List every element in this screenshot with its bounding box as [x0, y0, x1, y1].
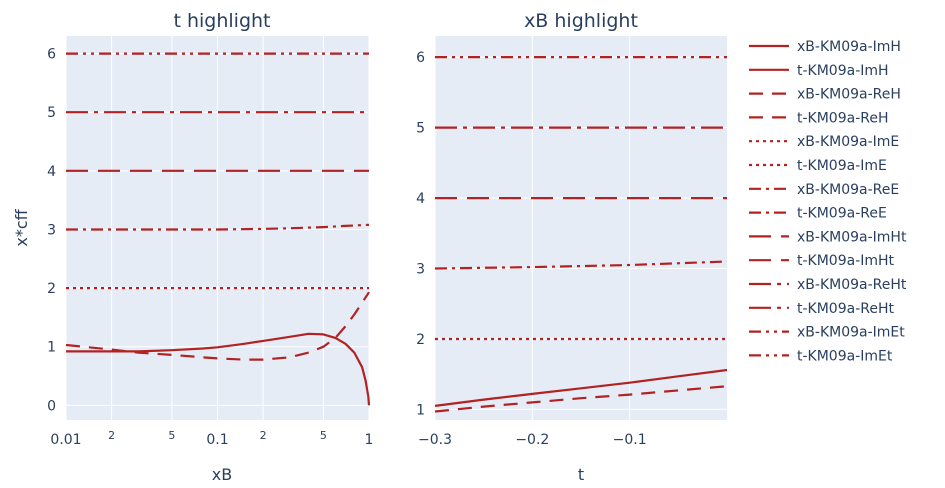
legend-item[interactable]: xB-KM09a-ImE: [749, 134, 899, 150]
legend-item[interactable]: t-KM09a-ReHt: [749, 301, 894, 317]
legend-label: t-KM09a-ReE: [797, 206, 887, 222]
legend-label: t-KM09a-ImE: [797, 158, 887, 174]
y-tick-label: 5: [416, 121, 425, 137]
y-tick-label: 3: [416, 262, 425, 278]
y-tick-label: 6: [416, 50, 425, 66]
series-line-t-km09a-reh: [434, 385, 728, 413]
legend-label: xB-KM09a-ReHt: [797, 277, 907, 293]
x-tick-label: −0.3: [418, 432, 452, 448]
y-tick-label: 3: [47, 222, 56, 238]
y-tick-labels: 1 2 3 4 5 6: [416, 50, 425, 418]
legend-label: xB-KM09a-ImH: [797, 39, 901, 55]
x-tick-label: 0.01: [50, 432, 81, 448]
y-tick-label: 4: [47, 164, 56, 180]
legend-item[interactable]: xB-KM09a-ReHt: [749, 277, 907, 293]
legend-label: t-KM09a-ReH: [797, 110, 889, 126]
y-tick-label: 2: [416, 332, 425, 348]
legend-label: xB-KM09a-ImE: [797, 134, 899, 150]
legend-item[interactable]: t-KM09a-ReH: [749, 110, 889, 126]
legend-item[interactable]: xB-KM09a-ImEt: [749, 325, 905, 341]
series-line-t-km09a-imh: [434, 368, 728, 407]
panel-t-highlight: 0.01 2 5 0.1 2 5 1 0 1 2 3 4 5 6 t highlight xB x*cf…: [12, 10, 373, 484]
y-tick-label: 1: [416, 402, 425, 418]
x-tick-label: −0.1: [613, 432, 647, 448]
legend-item[interactable]: t-KM09a-ImHt: [749, 253, 895, 269]
y-tick-label: 4: [416, 191, 425, 207]
x-tick-label: −0.2: [515, 432, 549, 448]
x-tick-label: 1: [365, 432, 374, 448]
x-axis-title: t: [578, 465, 584, 484]
legend-item[interactable]: t-KM09a-ImE: [749, 158, 887, 174]
x-tick-label: 5: [168, 429, 175, 442]
legend: xB-KM09a-ImH t-KM09a-ImH xB-KM09a-ReH t-KM0…: [749, 39, 907, 364]
series-line-xb-km09a-reh: [65, 291, 370, 361]
x-axis-title: xB: [212, 465, 232, 484]
y-tick-label: 2: [47, 281, 56, 297]
x-tick-label: 0.1: [206, 432, 228, 448]
legend-label: t-KM09a-ImH: [797, 63, 889, 79]
legend-label: xB-KM09a-ImHt: [797, 229, 907, 245]
y-tick-label: 1: [47, 340, 56, 356]
x-tick-label: 2: [260, 429, 267, 442]
series-line-xb-km09a-imh: [66, 332, 371, 406]
series-line-xb-km09a-ree: [66, 223, 370, 231]
chart-title: xB highlight: [524, 10, 638, 32]
chart-title: t highlight: [173, 10, 270, 32]
legend-item[interactable]: xB-KM09a-ImH: [749, 39, 901, 55]
panel-xb-highlight: −0.3 −0.2 −0.1 1 2 3 4 5 6 xB highlight t: [416, 10, 728, 484]
legend-item[interactable]: t-KM09a-ReE: [749, 206, 887, 222]
series-group: [65, 52, 371, 406]
legend-label: xB-KM09a-ImEt: [797, 325, 905, 341]
legend-label: t-KM09a-ImHt: [797, 253, 895, 269]
y-tick-labels: 0 1 2 3 4 5 6: [47, 47, 56, 415]
y-tick-label: 0: [47, 398, 56, 414]
plot-area: [435, 36, 727, 420]
y-axis-title: x*cff: [12, 208, 31, 246]
legend-item[interactable]: t-KM09a-ImEt: [749, 348, 893, 364]
legend-item[interactable]: xB-KM09a-ImHt: [749, 229, 907, 245]
y-tick-label: 6: [47, 47, 56, 63]
x-tick-label: 5: [320, 429, 327, 442]
legend-label: xB-KM09a-ReH: [797, 87, 901, 103]
series-line-t-km09a-ree: [434, 260, 728, 270]
legend-label: t-KM09a-ReHt: [797, 301, 894, 317]
legend-label: t-KM09a-ImEt: [797, 348, 893, 364]
x-tick-label: 2: [108, 429, 115, 442]
x-tick-labels: 0.01 2 5 0.1 2 5 1: [50, 429, 373, 448]
legend-label: xB-KM09a-ReE: [797, 182, 899, 198]
legend-item[interactable]: xB-KM09a-ReH: [749, 87, 901, 103]
series-group: [434, 55, 728, 413]
y-tick-label: 5: [47, 105, 56, 121]
x-tick-labels: −0.3 −0.2 −0.1: [418, 432, 647, 448]
legend-item[interactable]: xB-KM09a-ReE: [749, 182, 899, 198]
legend-item[interactable]: t-KM09a-ImH: [749, 63, 889, 79]
